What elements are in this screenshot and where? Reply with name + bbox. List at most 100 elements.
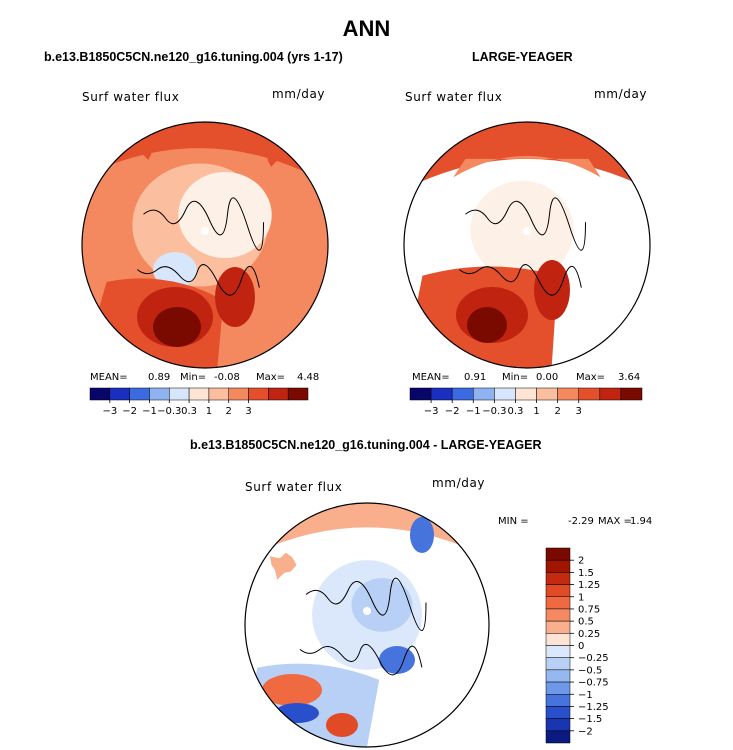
gulf-stream-max	[153, 307, 201, 347]
colorbar-2-tick-label: 3	[576, 406, 582, 417]
pole-marker	[363, 607, 371, 615]
pacific-patch	[264, 146, 286, 167]
panel-2-mean-value: 0.91	[464, 372, 487, 383]
colorbar-1-swatch	[129, 387, 150, 401]
colorbar-3-tick-label: −0.5	[578, 665, 602, 676]
panel-3-units: mm/day	[432, 476, 486, 490]
panel-2-title: LARGE-YEAGER	[472, 50, 573, 64]
colorbar-3-tick-label: 0	[578, 641, 584, 652]
panel-3-max-value: 1.94	[630, 516, 653, 527]
atlantic-positive-patch	[326, 713, 358, 737]
panel-2-variable: Surf water flux	[405, 90, 503, 104]
norwegian-sea-field	[215, 267, 255, 327]
colorbar-2-swatch	[536, 387, 558, 401]
colorbar-2-swatch	[578, 387, 601, 401]
colorbar-2-tick-label: 0.3	[508, 406, 524, 417]
colorbar-2-tick-label: −0.3	[482, 406, 506, 417]
colorbar-3-swatch	[545, 706, 571, 719]
colorbar-3-tick-label: −0.75	[578, 678, 609, 689]
central-arctic-field	[178, 171, 272, 259]
panel-3-map-boundary	[244, 502, 490, 748]
panel-1-variable: Surf water flux	[82, 90, 180, 104]
central-arctic-field	[351, 578, 413, 632]
colorbar-3-swatch	[545, 657, 571, 671]
colorbar-2-swatch	[515, 387, 537, 401]
panel-2-min-value: 0.00	[536, 372, 559, 383]
colorbar-1-tick-label: 1	[206, 406, 212, 417]
colorbar-3-tick-label: 1.5	[578, 568, 594, 579]
colorbar-1-swatch	[149, 387, 170, 401]
panel-3-min-label: MIN =	[498, 516, 529, 527]
colorbar-1-swatch	[89, 387, 111, 401]
hudson-bay-field	[153, 252, 197, 288]
panel-1-max-value: 4.48	[297, 372, 320, 383]
colorbar-2-tick-label: 1	[533, 406, 539, 417]
colorbar-1-tick-label: −0.3	[157, 406, 181, 417]
colorbar-3-tick-label: 0.75	[578, 604, 600, 615]
colorbar-1-tick-label: 0.3	[181, 406, 197, 417]
colorbar-2-swatch	[599, 387, 622, 401]
colorbar-2-swatch	[494, 387, 516, 401]
colorbar-3-tick-label: 0.5	[578, 617, 594, 628]
panel-3-max-label: MAX =	[598, 516, 632, 527]
coastline	[459, 197, 586, 296]
colorbar-1-tick-label: 2	[226, 406, 232, 417]
colorbar-2-swatch	[430, 387, 453, 401]
colorbar-3-tick-label: −2	[578, 726, 593, 737]
panel-3-variable: Surf water flux	[245, 480, 343, 494]
colorbar-3-swatch	[545, 547, 571, 561]
colorbar-3-tick-label: −1.5	[578, 714, 602, 725]
norwegian-sea-field	[534, 260, 570, 320]
colorbar-1-swatch	[228, 387, 249, 401]
colorbar-3-swatch	[545, 681, 571, 695]
pole-marker	[523, 227, 531, 235]
panel-2-mean-label: MEAN=	[412, 372, 450, 383]
pole-marker	[201, 227, 209, 235]
colorbar-3-tick-label: −1	[578, 690, 593, 701]
colorbar-2-swatch	[473, 387, 495, 401]
colorbar-2-tick-label: −2	[445, 406, 460, 417]
colorbar-3-swatch	[545, 559, 571, 573]
colorbar-2-swatch	[620, 387, 643, 401]
colorbar-2-swatch	[451, 387, 474, 401]
colorbar-3-tick-label: 1	[578, 592, 584, 603]
panel-2-max-label: Max=	[576, 372, 606, 383]
panel-3-min-value: -2.29	[568, 516, 594, 527]
colorbar-3-swatch	[545, 718, 571, 732]
colorbar-1-tick-label: 3	[245, 406, 251, 417]
gulf-stream-max	[467, 307, 507, 343]
colorbar-1-swatch	[109, 387, 130, 401]
panel-1-map	[82, 122, 328, 368]
colorbar-2-tick-label: −1	[466, 406, 481, 417]
colorbar-3-swatch	[545, 633, 571, 646]
colorbar-3-tick-label: 1.25	[578, 580, 600, 591]
colorbar-3-swatch	[545, 694, 571, 707]
panel-1-max-label: Max=	[256, 372, 286, 383]
panel-2-map	[404, 122, 650, 368]
colorbar-3-tick-label: −1.25	[578, 702, 609, 713]
colorbar-1-swatch	[169, 387, 190, 401]
colorbar-3-swatch	[545, 645, 571, 658]
colorbar-1-swatch	[268, 387, 289, 401]
colorbar-3-tick-label: 0.25	[578, 629, 600, 640]
page-title: ANN	[342, 16, 391, 41]
colorbar-2-tick-label: −3	[424, 406, 439, 417]
panel-2-map-boundary	[403, 121, 651, 369]
colorbar-3-swatch	[545, 572, 571, 585]
colorbar-1-tick-label: −2	[122, 406, 137, 417]
colorbar-1-swatch	[248, 387, 269, 401]
colorbar-3-tick-label: −0.25	[578, 653, 609, 664]
colorbar-1-swatch	[208, 387, 229, 401]
colorbar-3-tick-label: 2	[578, 556, 584, 567]
coastline	[137, 197, 264, 296]
bering-field	[453, 155, 601, 178]
colorbar-3-swatch	[545, 730, 571, 744]
pacific-negative-patch	[410, 517, 434, 553]
panel-1-title: b.e13.B1850C5CN.ne120_g16.tuning.004 (yr…	[44, 50, 343, 64]
arctic-ocean-field	[470, 180, 574, 280]
panel-2-max-value: 3.64	[618, 372, 641, 383]
colorbar-3-swatch	[545, 669, 571, 683]
panel-3-title: b.e13.B1850C5CN.ne120_g16.tuning.004 - L…	[190, 438, 542, 452]
panel-1-units: mm/day	[272, 87, 326, 101]
